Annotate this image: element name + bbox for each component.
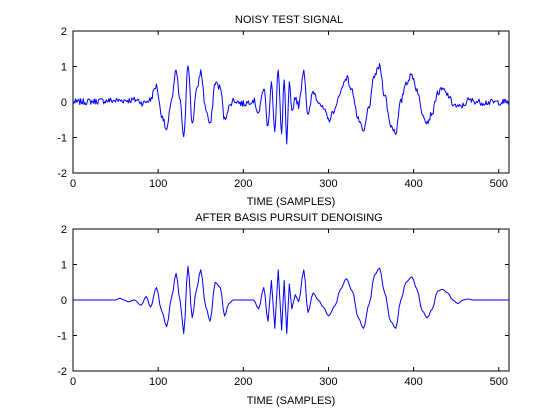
x-tick-label: 200 (234, 178, 252, 190)
series-line (72, 63, 510, 145)
x-axis: 0 100 200 300 400 500 (70, 229, 508, 388)
x-axis-title: TIME (SAMPLES) (247, 196, 336, 208)
y-tick-label: 2 (61, 26, 67, 38)
x-tick-label: 100 (149, 376, 167, 388)
x-tick-label: 0 (70, 376, 76, 388)
y-tick-label: -2 (57, 168, 67, 180)
chart-panel-noisy: NOISY TEST SIGNAL 0 100 200 300 400 500 -2-10… (57, 14, 510, 208)
y-tick-label: 0 (61, 97, 67, 109)
y-axis: -2 -1 0 1 2 (57, 26, 509, 180)
x-axis: 0 100 200 300 400 500 (70, 31, 508, 190)
x-tick-label: 0 (70, 178, 76, 190)
chart-title: AFTER BASIS PURSUIT DENOISING (195, 212, 382, 224)
x-tick-label: 500 (490, 178, 508, 190)
x-tick-label: 300 (319, 376, 337, 388)
y-tick-label: 1 (61, 260, 67, 272)
y-tick-label: -2 (57, 366, 67, 378)
x-tick-label: 500 (490, 376, 508, 388)
chart-panel-denoised: AFTER BASIS PURSUIT DENOISING 0 100 200 300… (57, 212, 510, 407)
y-tick-label: -1 (57, 133, 67, 145)
x-tick-label: 400 (404, 178, 422, 190)
y-tick-label: 2 (61, 224, 67, 236)
chart-title: NOISY TEST SIGNAL (235, 14, 343, 26)
y-tick-label: 1 (61, 62, 67, 74)
y-tick-label: -1 (57, 331, 67, 343)
x-tick-label: 300 (319, 178, 337, 190)
x-tick-label: 100 (149, 178, 167, 190)
x-tick-label: 400 (404, 376, 422, 388)
series-line (73, 265, 509, 335)
x-axis-title: TIME (SAMPLES) (247, 395, 336, 407)
y-tick-label: 0 (61, 295, 67, 307)
x-tick-label: 200 (234, 376, 252, 388)
